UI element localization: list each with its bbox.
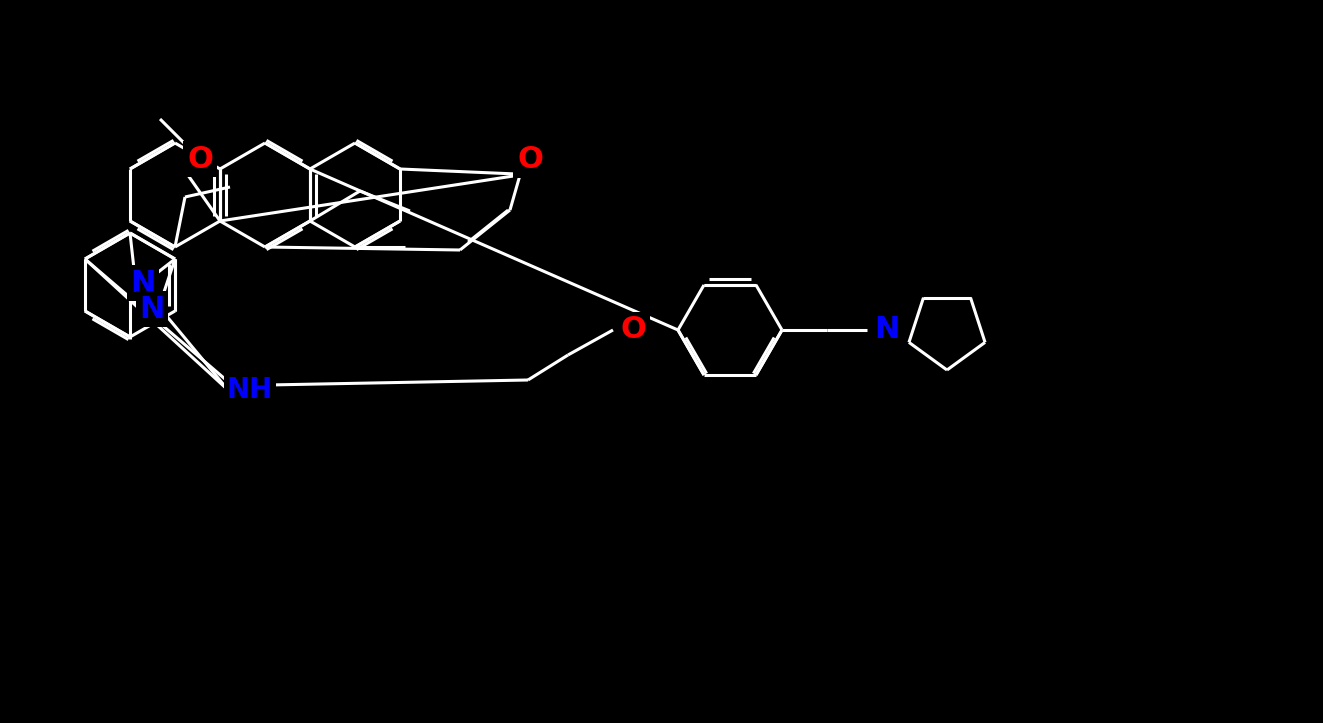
Text: O: O xyxy=(187,145,213,174)
Text: NH: NH xyxy=(226,376,273,404)
Text: O: O xyxy=(620,315,646,344)
Text: N: N xyxy=(130,268,156,297)
Text: N: N xyxy=(139,294,165,323)
Text: N: N xyxy=(875,315,900,344)
Text: O: O xyxy=(517,145,542,174)
